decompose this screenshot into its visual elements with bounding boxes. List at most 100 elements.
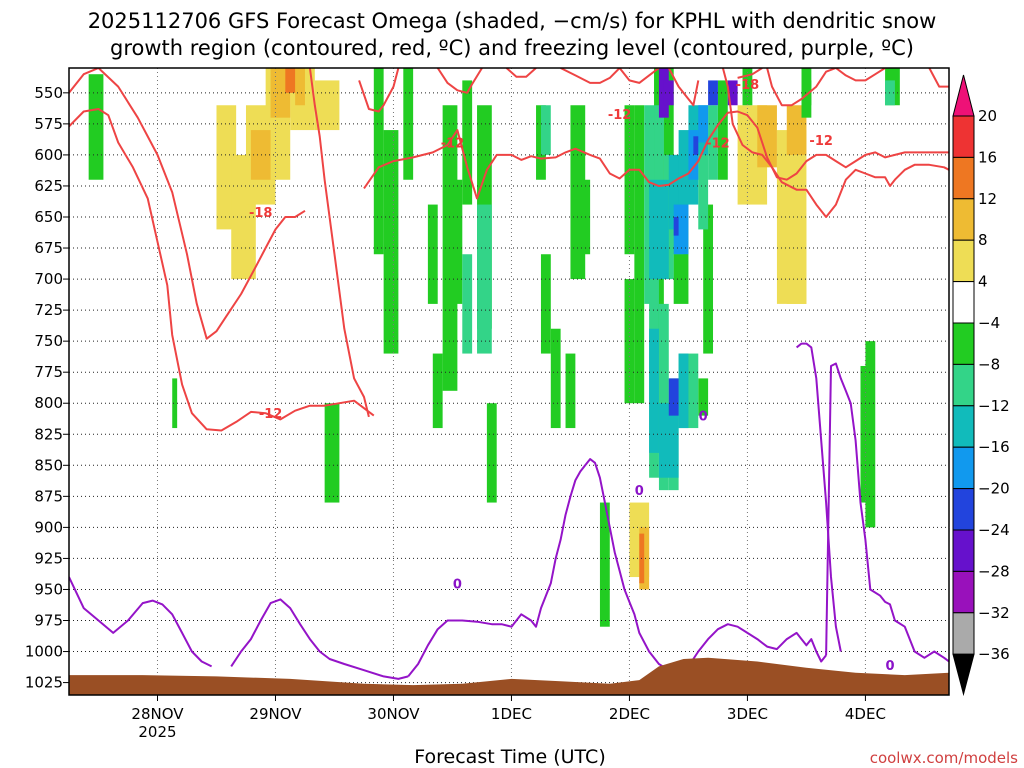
- freezing-level-contour-label: 0: [699, 410, 708, 425]
- y-tick-label: 725: [34, 301, 63, 319]
- y-tick-label: 675: [34, 239, 63, 257]
- omega-cell: [865, 105, 886, 217]
- contour-labels: -18 -12 -12 -12 -12 -18 -12 0 0 0 0: [249, 78, 895, 674]
- omega-cell: [172, 378, 178, 429]
- omega-cell: [565, 353, 576, 429]
- omega-cell: [698, 105, 709, 143]
- freezing-level-contour-line: [230, 598, 409, 680]
- dendritic-contour-line: [618, 68, 660, 84]
- omega-cell: [324, 403, 340, 503]
- omega-cell: [698, 378, 709, 416]
- colorbar-tick-label: −28: [978, 562, 1010, 580]
- dendritic-contour-line: [436, 68, 483, 94]
- y-tick-label: 1025: [25, 674, 63, 692]
- omega-cell: [373, 68, 384, 255]
- y-tick-label: 950: [34, 580, 63, 598]
- x-year-label: 2025: [138, 723, 176, 741]
- dendritic-contour-label: -12: [706, 136, 730, 151]
- colorbar-tick-label: −8: [978, 355, 1000, 373]
- y-tick-label: 750: [34, 332, 63, 350]
- colorbar-swatch: [952, 322, 975, 365]
- dendritic-contour-label: -12: [608, 108, 632, 123]
- colorbar-tick-label: 12: [978, 190, 997, 208]
- omega-cell: [786, 105, 807, 155]
- omega-cell: [698, 130, 709, 230]
- omega-cell: [639, 303, 650, 478]
- omega-cell: [634, 105, 645, 404]
- dendritic-contour-label: -12: [441, 136, 465, 151]
- omega-cell: [314, 80, 340, 131]
- omega-cell: [540, 254, 551, 354]
- omega-cell: [383, 130, 399, 354]
- y-axis: 550 575 600 625 650 675 700 725 750 775 800 825 850 8…: [25, 84, 69, 692]
- dendritic-contour-line: [97, 68, 306, 340]
- omega-cell: [403, 68, 414, 180]
- omega-cell: [801, 80, 812, 118]
- omega-cell: [624, 105, 635, 255]
- colorbar-swatch: [952, 529, 975, 572]
- y-tick-label: 575: [34, 115, 63, 133]
- dendritic-contour-label: -18: [736, 78, 760, 93]
- y-tick-label: 775: [34, 363, 63, 381]
- omega-cell: [378, 365, 394, 429]
- omega-cell: [550, 328, 561, 429]
- dendritic-contour-line: [560, 68, 621, 84]
- omega-cell: [354, 179, 374, 280]
- chart-title-line-2: growth region (contoured, red, ºC) and f…: [110, 36, 914, 60]
- dendritic-contour-line: [928, 68, 949, 88]
- colorbar-tick-label: 4: [978, 273, 988, 291]
- y-tick-label: 925: [34, 549, 63, 567]
- dendritic-contour-line: [358, 68, 400, 113]
- colorbar-swatch: [952, 488, 975, 531]
- omega-cell: [880, 279, 895, 354]
- x-tick-label: 30NOV: [367, 705, 420, 723]
- colorbar-swatch: [952, 239, 975, 283]
- colorbar-tick-label: −20: [978, 480, 1010, 498]
- omega-cell: [486, 403, 497, 503]
- colorbar-swatch: [952, 156, 975, 200]
- omega-cell: [88, 74, 104, 180]
- y-tick-label: 650: [34, 208, 63, 226]
- y-tick-label: 800: [34, 394, 63, 412]
- colorbar-tick-label: −32: [978, 604, 1010, 622]
- credit-text: coolwx.com/models: [870, 749, 1018, 767]
- y-tick-label: 1000: [25, 643, 63, 661]
- omega-cell: [432, 353, 443, 429]
- x-tick-label: 2DEC: [609, 705, 650, 723]
- dendritic-contour-line: [667, 68, 700, 107]
- omega-cell: [570, 502, 586, 621]
- omega-cell: [295, 68, 305, 106]
- plot-frame: [68, 67, 950, 696]
- plot-area: -18 -12 -12 -12 -12 -18 -12 0 0 0 0: [69, 68, 949, 695]
- omega-cell: [427, 204, 438, 304]
- omega-cell: [540, 105, 551, 155]
- dendritic-contour-line: [69, 68, 99, 94]
- dendritic-contours: [69, 68, 949, 432]
- omega-cell: [663, 80, 674, 106]
- omega-cell: [477, 204, 492, 354]
- dendritic-contour-line: [363, 110, 949, 200]
- y-tick-label: 850: [34, 456, 63, 474]
- colorbar-swatch: [952, 570, 975, 614]
- dendritic-contour-label: -18: [249, 206, 273, 221]
- colorbar-swatch: [952, 446, 975, 490]
- colorbar-tick-label: 8: [978, 231, 988, 249]
- dendritic-contour-line: [766, 68, 837, 107]
- freezing-level-contour-label: 0: [635, 484, 644, 499]
- omega-cell: [835, 117, 866, 255]
- x-tick-label: 4DEC: [845, 705, 886, 723]
- y-tick-label: 825: [34, 425, 63, 443]
- dendritic-contour-line: [505, 68, 537, 78]
- omega-cell: [693, 136, 699, 155]
- dendritic-contour-line: [737, 68, 763, 79]
- colorbar-tick-label: 20: [978, 107, 997, 125]
- dendritic-contour-line: [69, 108, 375, 432]
- omega-cell: [708, 105, 718, 180]
- freezing-level-contours: [69, 342, 949, 680]
- colorbar-swatch: [952, 281, 975, 324]
- colorbar-swatch: [952, 363, 975, 407]
- omega-cell: [678, 353, 689, 429]
- omega-shading: [69, 68, 900, 664]
- omega-cell: [717, 80, 728, 180]
- omega-cell: [727, 80, 738, 106]
